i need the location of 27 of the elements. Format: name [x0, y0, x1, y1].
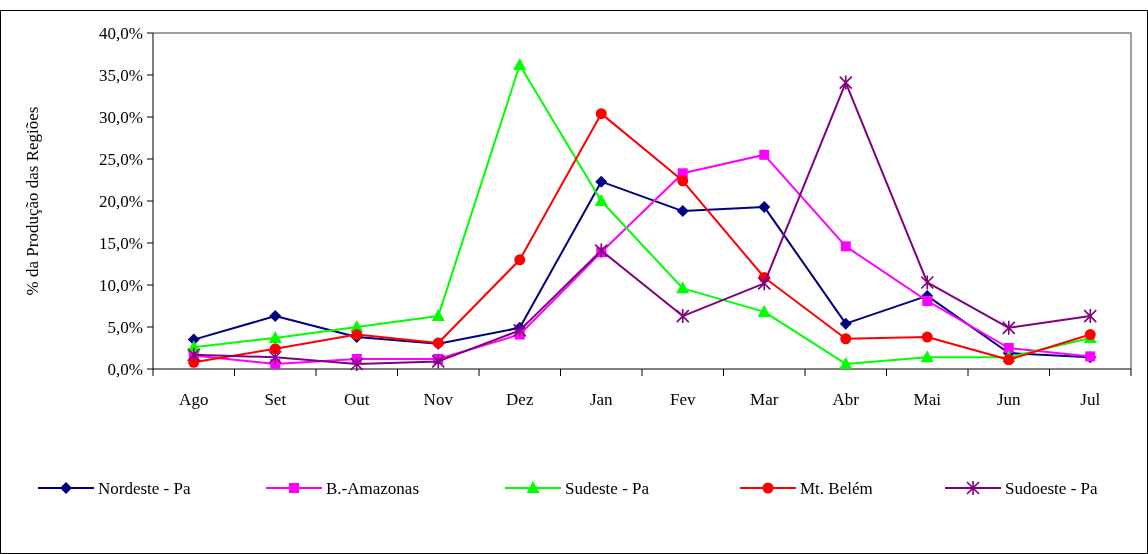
- x-tick-label: Abr: [832, 390, 860, 409]
- y-tick-label: 0,0%: [107, 359, 143, 379]
- legend-label: Sudoeste - Pa: [1005, 478, 1098, 498]
- y-tick-label: 5,0%: [107, 317, 143, 337]
- x-tick-label: Ago: [179, 390, 209, 409]
- y-tick-label: 25,0%: [99, 149, 143, 169]
- legend-label: Mt. Belém: [800, 478, 873, 498]
- x-tick-label: Out: [344, 390, 370, 409]
- x-tick-label: Mar: [750, 390, 779, 409]
- y-tick-label: 35,0%: [99, 65, 143, 85]
- y-tick-label: 40,0%: [99, 23, 143, 43]
- legend-label: Nordeste - Pa: [98, 478, 191, 498]
- x-tick-label: Jan: [589, 390, 614, 409]
- x-tick-label: Nov: [423, 390, 454, 409]
- x-tick-label: Jul: [1080, 390, 1101, 409]
- x-tick-label: Set: [264, 390, 287, 409]
- y-tick-label: 15,0%: [99, 233, 143, 253]
- x-tick-label: Mai: [913, 390, 942, 409]
- y-tick-label: 20,0%: [99, 191, 143, 211]
- x-tick-label: Dez: [506, 390, 534, 409]
- y-axis-title: % da Produção das Regiões: [23, 106, 42, 296]
- x-tick-label: Fev: [670, 390, 696, 409]
- y-tick-label: 10,0%: [99, 275, 143, 295]
- x-tick-label: Jun: [996, 390, 1022, 409]
- y-tick-label: 30,0%: [99, 107, 143, 127]
- legend-label: Sudeste - Pa: [565, 478, 650, 498]
- legend-label: B.-Amazonas: [326, 478, 420, 498]
